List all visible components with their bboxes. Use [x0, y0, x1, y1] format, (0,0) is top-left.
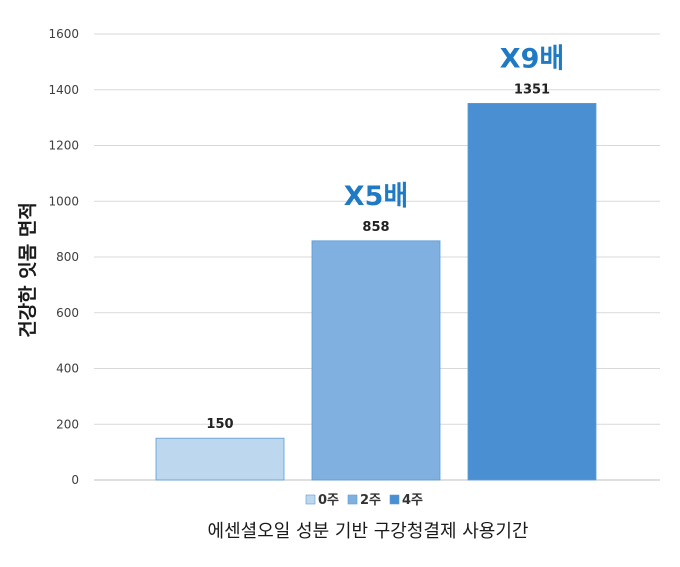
data-label: 150 — [206, 417, 233, 432]
bar-4주 — [467, 103, 597, 481]
data-label: 1351 — [514, 82, 550, 97]
y-tick-label: 0 — [71, 473, 79, 487]
y-tick-label: 1200 — [48, 139, 79, 153]
y-tick-label: 1000 — [48, 194, 79, 208]
legend-label: 4주 — [402, 493, 423, 508]
legend-swatch — [389, 494, 400, 505]
legend-label: 2주 — [360, 493, 381, 508]
y-tick-label: 1600 — [48, 27, 79, 41]
y-axis-title: 건강한 잇몸 면적 — [17, 202, 39, 338]
annotations: X5배 X9배 — [344, 43, 564, 211]
data-labels: 150 858 1351 — [206, 82, 550, 432]
y-tick-label: 600 — [56, 306, 79, 320]
bars — [155, 103, 597, 481]
y-tick-label: 800 — [56, 250, 79, 264]
legend-label: 0주 — [318, 493, 339, 508]
legend-swatch — [347, 494, 358, 505]
bar-0주 — [155, 437, 285, 481]
bar-2주 — [311, 240, 441, 481]
y-axis-ticks: 0 200 400 600 800 1000 1200 1400 1600 — [48, 27, 79, 487]
y-tick-label: 200 — [56, 417, 79, 431]
legend: 0주 2주 4주 — [305, 493, 423, 508]
annotation-label: X9배 — [500, 43, 564, 74]
y-tick-label: 1400 — [48, 83, 79, 97]
legend-swatch — [305, 494, 316, 505]
annotation-label: X5배 — [344, 181, 408, 212]
x-axis-title: 에센셜오일 성분 기반 구강청결제 사용기간 — [208, 521, 529, 542]
data-label: 858 — [362, 220, 389, 235]
y-tick-label: 400 — [56, 362, 79, 376]
